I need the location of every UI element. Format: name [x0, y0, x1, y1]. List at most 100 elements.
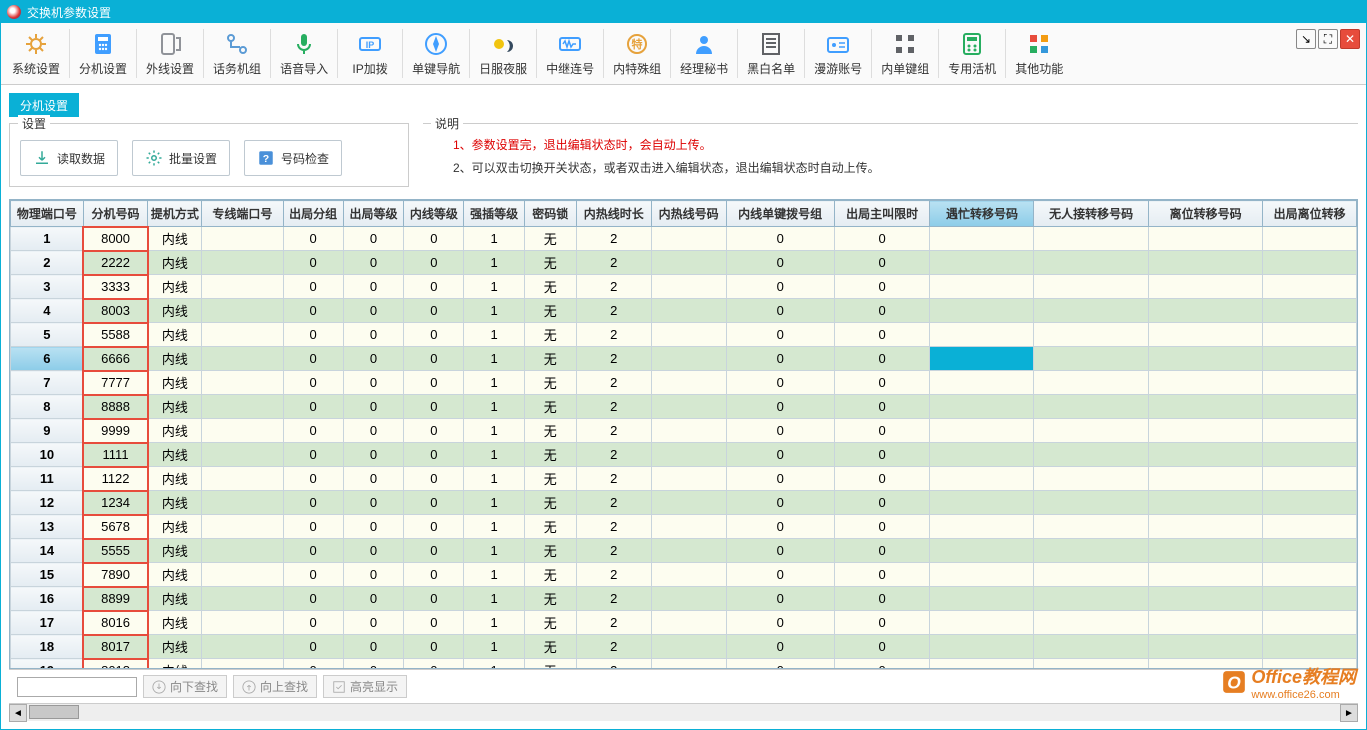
cell[interactable] [930, 419, 1034, 443]
cell[interactable]: 0 [726, 323, 834, 347]
cell[interactable]: 0 [343, 443, 403, 467]
cell-ext-number[interactable]: 5678 [83, 515, 147, 539]
cell[interactable] [202, 515, 283, 539]
cell[interactable]: 0 [343, 395, 403, 419]
cell[interactable]: 内线 [148, 443, 202, 467]
column-header[interactable]: 专线端口号 [202, 201, 283, 227]
cell[interactable]: 0 [283, 611, 343, 635]
cell[interactable]: 0 [404, 323, 464, 347]
row-header[interactable]: 11 [11, 467, 84, 491]
cell[interactable] [1263, 227, 1357, 251]
table-row[interactable]: 55588内线0001无200 [11, 323, 1357, 347]
cell[interactable]: 0 [404, 371, 464, 395]
column-header[interactable]: 出局主叫限时 [834, 201, 930, 227]
cell[interactable] [202, 443, 283, 467]
cell[interactable]: 0 [726, 251, 834, 275]
cell[interactable]: 无 [524, 347, 576, 371]
cell[interactable] [1148, 563, 1262, 587]
scroll-right-icon[interactable]: ► [1340, 704, 1358, 722]
number-check-button[interactable]: ? 号码检查 [244, 140, 342, 176]
cell[interactable]: 0 [726, 227, 834, 251]
cell-ext-number[interactable]: 1122 [83, 467, 147, 491]
cell-ext-number[interactable]: 8000 [83, 227, 147, 251]
cell[interactable]: 2 [576, 419, 651, 443]
cell[interactable]: 无 [524, 299, 576, 323]
cell-ext-number[interactable]: 5588 [83, 323, 147, 347]
toolbar-grid-button[interactable]: 其他功能 [1008, 25, 1070, 82]
tab-extension-settings[interactable]: 分机设置 [9, 93, 79, 117]
cell[interactable]: 2 [576, 347, 651, 371]
cell[interactable] [1034, 275, 1148, 299]
cell[interactable]: 0 [834, 227, 930, 251]
cell[interactable]: 0 [404, 275, 464, 299]
cell-ext-number[interactable]: 2222 [83, 251, 147, 275]
cell[interactable] [1263, 395, 1357, 419]
row-header[interactable]: 5 [11, 323, 84, 347]
table-row[interactable]: 88888内线0001无200 [11, 395, 1357, 419]
cell[interactable]: 0 [343, 227, 403, 251]
cell[interactable]: 0 [283, 587, 343, 611]
cell[interactable]: 内线 [148, 491, 202, 515]
cell[interactable] [1148, 635, 1262, 659]
cell[interactable]: 0 [404, 611, 464, 635]
cell-ext-number[interactable]: 8018 [83, 659, 147, 670]
cell[interactable]: 2 [576, 491, 651, 515]
cell[interactable] [651, 659, 726, 670]
cell[interactable]: 0 [404, 659, 464, 670]
cell[interactable] [930, 395, 1034, 419]
cell[interactable]: 2 [576, 563, 651, 587]
cell[interactable] [1034, 347, 1148, 371]
cell[interactable] [651, 371, 726, 395]
cell[interactable]: 0 [726, 395, 834, 419]
toolbar-keypad-button[interactable]: 内单键组 [874, 25, 936, 82]
cell[interactable] [1148, 371, 1262, 395]
cell-ext-number[interactable]: 1234 [83, 491, 147, 515]
cell[interactable] [1034, 419, 1148, 443]
cell[interactable] [1263, 635, 1357, 659]
table-row[interactable]: 188017内线0001无200 [11, 635, 1357, 659]
cell[interactable]: 1 [464, 443, 524, 467]
table-row[interactable]: 48003内线0001无200 [11, 299, 1357, 323]
cell[interactable] [1034, 659, 1148, 670]
toolbar-ip-button[interactable]: IPIP加拨 [340, 25, 400, 82]
row-header[interactable]: 4 [11, 299, 84, 323]
table-row[interactable]: 111122内线0001无200 [11, 467, 1357, 491]
cell[interactable]: 0 [343, 491, 403, 515]
cell[interactable]: 0 [404, 227, 464, 251]
cell[interactable]: 0 [283, 635, 343, 659]
cell[interactable]: 0 [343, 635, 403, 659]
cell[interactable] [1263, 323, 1357, 347]
cell[interactable]: 0 [283, 515, 343, 539]
cell[interactable] [930, 251, 1034, 275]
cell[interactable] [202, 491, 283, 515]
cell[interactable]: 无 [524, 419, 576, 443]
cell[interactable]: 内线 [148, 299, 202, 323]
cell[interactable] [1034, 251, 1148, 275]
cell[interactable]: 1 [464, 515, 524, 539]
cell[interactable] [1148, 515, 1262, 539]
cell[interactable]: 2 [576, 323, 651, 347]
cell[interactable] [651, 467, 726, 491]
cell[interactable] [1148, 299, 1262, 323]
cell[interactable]: 0 [726, 539, 834, 563]
table-row[interactable]: 157890内线0001无200 [11, 563, 1357, 587]
cell[interactable]: 内线 [148, 515, 202, 539]
cell[interactable]: 0 [343, 587, 403, 611]
cell[interactable] [1034, 395, 1148, 419]
cell[interactable]: 0 [834, 539, 930, 563]
table-row[interactable]: 66666内线0001无200 [11, 347, 1357, 371]
cell[interactable] [1263, 611, 1357, 635]
cell[interactable]: 2 [576, 395, 651, 419]
cell[interactable]: 无 [524, 467, 576, 491]
cell[interactable]: 0 [726, 467, 834, 491]
cell[interactable]: 内线 [148, 323, 202, 347]
row-header[interactable]: 7 [11, 371, 84, 395]
row-header[interactable]: 10 [11, 443, 84, 467]
cell[interactable] [651, 227, 726, 251]
cell-ext-number[interactable]: 7890 [83, 563, 147, 587]
row-header[interactable]: 1 [11, 227, 84, 251]
cell[interactable] [1263, 539, 1357, 563]
cell[interactable] [1263, 419, 1357, 443]
cell[interactable] [651, 491, 726, 515]
cell[interactable] [651, 251, 726, 275]
